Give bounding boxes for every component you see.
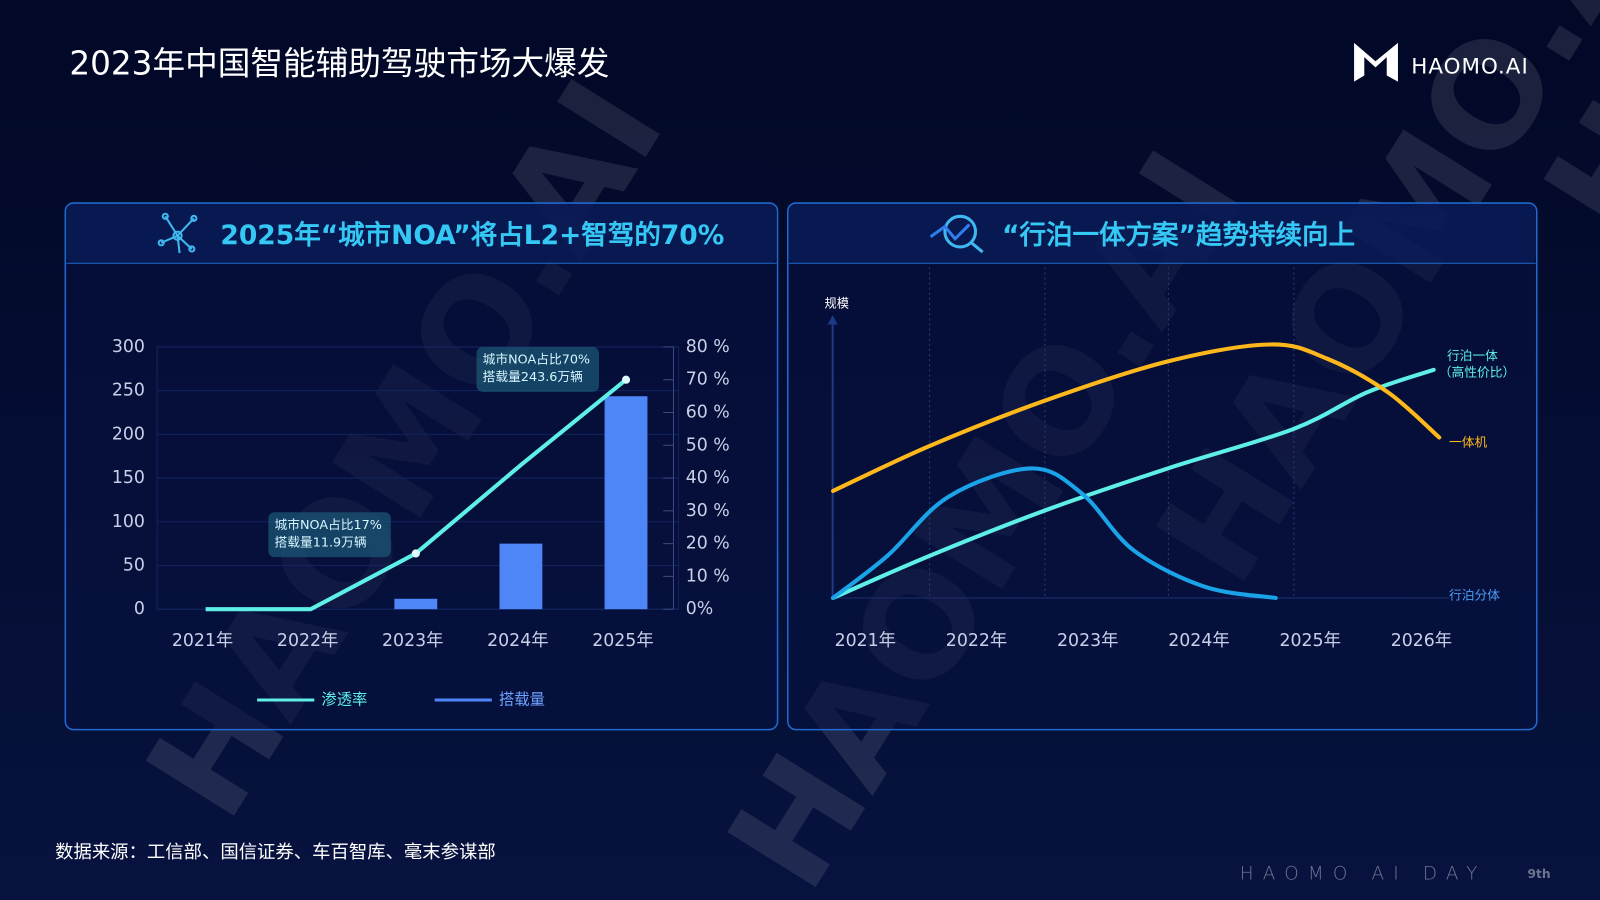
panel-header (788, 204, 1536, 264)
x-tick-label: 2021年 (835, 631, 896, 651)
y-tick-label: 250 (112, 381, 145, 401)
y-tick-label: 300 (112, 337, 145, 357)
y2-tick-label: 40 % (686, 468, 730, 488)
icon-search (929, 214, 984, 254)
x-tick-label: 2025年 (1279, 631, 1340, 651)
x-tick-label: 2026年 (1391, 631, 1452, 651)
annotation: 城市NOA占比70% (483, 352, 590, 368)
x-tick-label: 2023年 (382, 631, 443, 651)
bar (499, 543, 543, 610)
logo-mark (1354, 42, 1398, 82)
x-tick-label: 2022年 (946, 631, 1007, 651)
event-mark: HAOMO AI DAY (1240, 863, 1487, 884)
curve (831, 466, 1278, 600)
panel-header (66, 204, 777, 264)
bar (394, 598, 438, 610)
series-label: 行泊分体 (1449, 588, 1500, 603)
y2-tick-label: 20 % (686, 534, 730, 554)
y2-tick-label: 0% (686, 599, 714, 619)
bar (604, 396, 648, 610)
legend-label: 搭载量 (499, 691, 545, 709)
x-tick-label: 2024年 (1168, 631, 1229, 651)
y2-tick-label: 60 % (686, 403, 730, 423)
point (621, 375, 631, 384)
y-tick-label: 0 (134, 599, 145, 619)
annotation: 搭载量243.6万辆 (483, 369, 584, 385)
x-tick-label: 2024年 (487, 631, 548, 651)
y2-tick-label: 70 % (686, 370, 730, 390)
legend-label: 渗透率 (321, 691, 367, 709)
y-tick-label: 200 (112, 424, 145, 444)
curve (831, 342, 1442, 493)
panel (64, 202, 779, 731)
plots: 0 50 100 150 200 250 300 0% 10 % 20 % 30 % 40 % 50 %… (112, 267, 1516, 709)
y2-tick-label: 30 % (686, 501, 730, 521)
series-label: 行泊一体（高性价比） (1439, 349, 1516, 380)
x-tick-label: 2023年 (1057, 631, 1118, 651)
logo-text: HAOMO.AI (1411, 54, 1529, 79)
panel-title: “行泊一体方案”趋势持续向上 (1002, 220, 1355, 251)
y2-tick-label: 80 % (686, 337, 730, 357)
y-axis-label: 规模 (824, 296, 848, 311)
annotation-box (476, 346, 599, 392)
x-tick-label: 2025年 (592, 631, 653, 651)
event-edition: 9th (1528, 867, 1551, 881)
slide-title: 2023年中国智能辅助驾驶市场大爆发 (69, 44, 609, 82)
y-axis-arrow (827, 315, 838, 325)
x-tick-label: 2021年 (172, 631, 233, 651)
x-tick-label: 2022年 (277, 631, 338, 651)
y-tick-label: 50 (123, 555, 145, 575)
y-tick-label: 150 (112, 468, 145, 488)
panel-title: 2025年“城市NOA”将占L2+智驾的70% (220, 220, 724, 251)
annotation: 城市NOA占比17% (274, 517, 381, 533)
curve (831, 367, 1436, 600)
icon-network (157, 212, 198, 254)
annotation-box (268, 512, 391, 558)
source-note: 数据来源：工信部、国信证券、车百智库、毫末参谋部 (55, 842, 496, 863)
y2-tick-label: 10 % (686, 566, 730, 586)
y-tick-label: 100 (112, 512, 145, 532)
y2-tick-label: 50 % (686, 435, 730, 455)
annotation: 搭载量11.9万辆 (274, 534, 366, 550)
point (411, 549, 420, 558)
series-label: 一体机 (1449, 435, 1487, 450)
